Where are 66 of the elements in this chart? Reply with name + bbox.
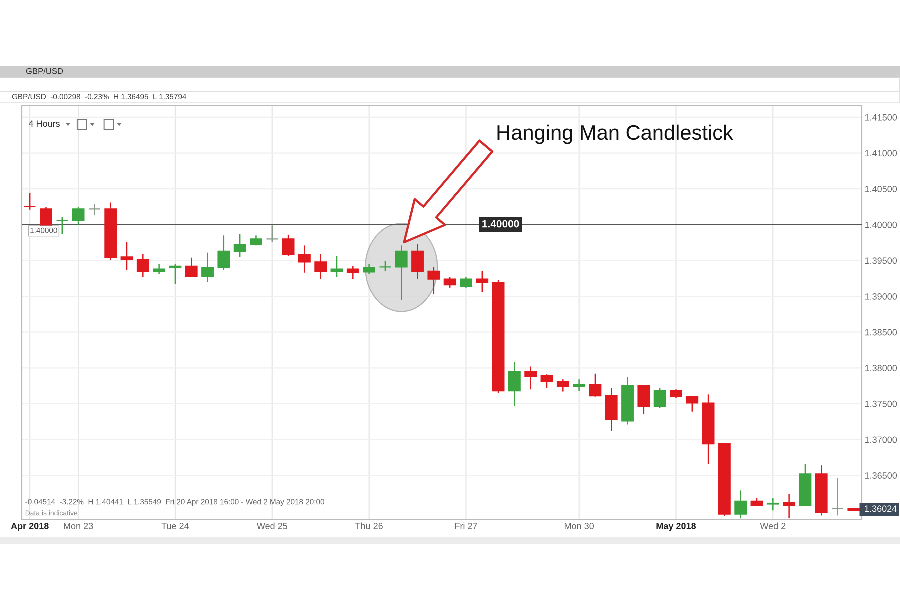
ref-line-label: 1.40000: [482, 220, 520, 228]
y-tick-label: 1.37000: [865, 436, 898, 444]
candlestick: [556, 378, 570, 392]
candlestick: [508, 362, 521, 407]
candlestick: [379, 260, 392, 272]
candlestick: [444, 276, 456, 289]
candlestick: [298, 245, 311, 274]
annotation: 4 Hours: [28, 120, 60, 128]
candlestick: [734, 490, 748, 520]
x-tick-label: Apr 2018: [11, 523, 49, 532]
text: 1.36024: [865, 506, 897, 512]
y-tick-label: 1.37500: [865, 400, 898, 408]
candlestick: [766, 498, 780, 512]
candlestick: [832, 478, 844, 516]
x-tick-label: Mon 23: [64, 523, 94, 530]
y-tick-label: 1.36500: [865, 472, 898, 479]
chart-title: GBP/USD: [26, 68, 64, 74]
y-tick-label: 1.38000: [865, 365, 898, 372]
candlestick: [185, 257, 198, 278]
candlestick: [40, 206, 52, 226]
candlestick: [428, 266, 440, 295]
candlestick: [524, 366, 538, 390]
candlestick: [638, 385, 650, 415]
y-tick-label: 1.40000: [865, 222, 898, 228]
y-tick-label: 1.41500: [865, 114, 898, 121]
y-tick-label: 1.41000: [865, 150, 898, 157]
y-tick-label: 1.39000: [865, 293, 898, 300]
x-tick-label: Thu 26: [355, 522, 383, 530]
candlestick: [573, 378, 586, 392]
x-tick-label: Fri 27: [455, 522, 478, 530]
candlestick: [88, 204, 101, 216]
candlestick: [686, 395, 699, 412]
candlestick: [282, 234, 295, 258]
candlestick: [169, 264, 182, 285]
x-tick-label: Tue 24: [162, 523, 190, 530]
candlestick: [540, 374, 554, 389]
candlestick: [153, 264, 166, 275]
candlestick: [412, 244, 424, 280]
x-tick-label: Wed 25: [256, 522, 288, 530]
candlestick: [460, 276, 472, 289]
x-tick-label: May 2018: [656, 523, 696, 532]
candlestick: [314, 254, 328, 280]
candlestick: [330, 256, 344, 278]
candlestick: [120, 241, 134, 271]
x-tick-label: Mon 30: [564, 523, 594, 530]
candlestick: [783, 494, 796, 520]
candlestick: [589, 373, 602, 398]
candlestick: [24, 192, 36, 210]
y-tick-label: 1.40500: [865, 186, 898, 192]
candlestick: [202, 252, 214, 283]
candlestick: [234, 234, 246, 258]
candlestick: [346, 266, 360, 280]
candlestick: [72, 206, 85, 226]
annotation: Hanging Man Candlestick: [498, 124, 734, 144]
x-tick-label: Wed 2: [760, 522, 786, 530]
candlestick: [136, 254, 150, 278]
candlestick: [476, 270, 489, 293]
candlestick: [56, 216, 69, 235]
candlestick: [218, 235, 230, 271]
candlestick: [654, 388, 666, 409]
candlestick: [605, 388, 618, 432]
candlestick: [395, 245, 408, 301]
y-tick-label: 1.39500: [865, 258, 898, 264]
candlestick: [363, 264, 376, 275]
candlestick: [266, 224, 279, 243]
y-tick-label: 1.38500: [865, 329, 898, 336]
